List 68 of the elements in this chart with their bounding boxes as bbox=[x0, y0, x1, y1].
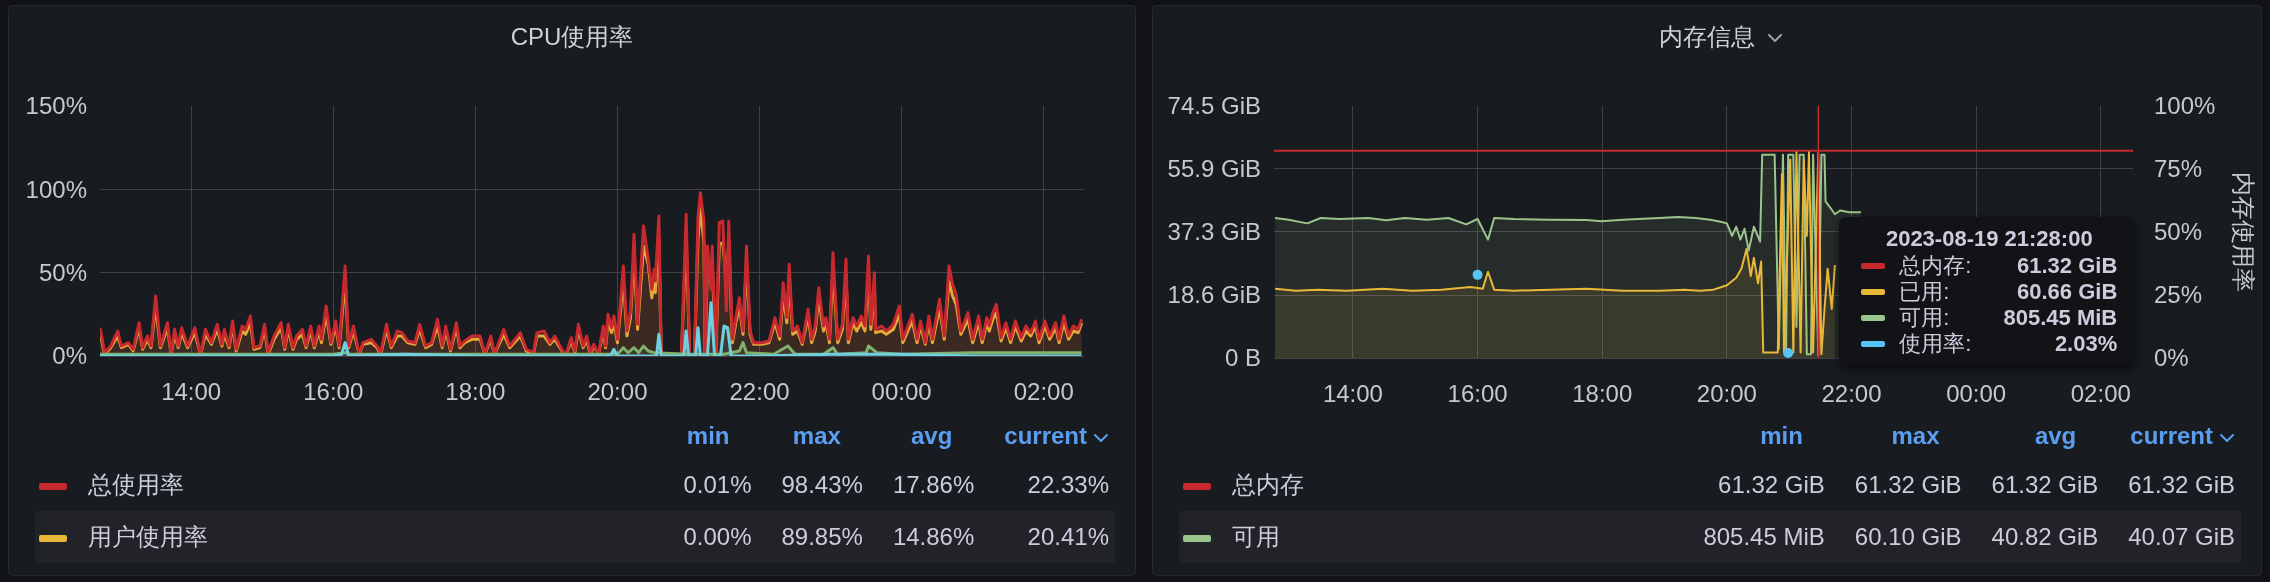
text: 0.01% bbox=[682, 470, 752, 500]
text: 40.07 GiB bbox=[2098, 511, 2241, 563]
text: 805.45 MiB bbox=[1673, 511, 1825, 563]
text: max bbox=[792, 422, 841, 449]
text: max bbox=[1891, 422, 1940, 449]
text: avg bbox=[910, 422, 953, 449]
annotation: 已用: bbox=[1899, 279, 1950, 305]
y2-axis-title: 内存使用率 bbox=[2229, 172, 2258, 292]
legend-label: 用户使用率 bbox=[88, 523, 208, 550]
x-tick-label: 20:00 bbox=[1696, 379, 1757, 407]
text: 14.86% bbox=[862, 511, 975, 563]
chart-title: CPU使用率 bbox=[510, 23, 634, 50]
text: 61.32 GiB bbox=[1990, 470, 2099, 500]
y-tick-label: 150% bbox=[25, 92, 87, 120]
text: current bbox=[1004, 422, 1087, 449]
x-tick-label: 22:00 bbox=[1821, 379, 1882, 407]
annotation: 使用率: bbox=[1899, 331, 1972, 357]
annotation: 2023-08-19 21:28:00 bbox=[1884, 225, 2094, 253]
x-tick-label: 00:00 bbox=[871, 377, 932, 405]
annotation: 60.66 GiB bbox=[2016, 279, 2118, 305]
x-tick-label: 00:00 bbox=[1946, 379, 2007, 407]
x-tick-label: 16:00 bbox=[303, 377, 364, 405]
annotation: 61.32 GiB bbox=[2016, 253, 2118, 279]
y-tick-label: 37.3 GiB bbox=[1167, 218, 1261, 246]
legend-label: 总使用率 bbox=[88, 471, 184, 498]
text: 0.00% bbox=[653, 511, 752, 563]
y-tick-label: 18.6 GiB bbox=[1167, 281, 1261, 309]
annotation: 总内存: bbox=[1899, 253, 1972, 279]
text: 61.32 GiB bbox=[1853, 470, 1962, 500]
y-tick-label: 74.5 GiB bbox=[1167, 92, 1261, 120]
text: 60.10 GiB bbox=[1824, 511, 1962, 563]
annotation: 可用: bbox=[1899, 305, 1950, 331]
y-tick-label: 55.9 GiB bbox=[1167, 155, 1261, 183]
y-tick-label: 0 B bbox=[1224, 344, 1261, 372]
text: current bbox=[2130, 422, 2213, 449]
y-tick-label: 50% bbox=[38, 259, 87, 287]
x-tick-label: 02:00 bbox=[1013, 377, 1074, 405]
y2-tick-label: 100% bbox=[2154, 92, 2216, 120]
text: 98.43% bbox=[780, 470, 863, 500]
x-tick-label: 20:00 bbox=[587, 377, 648, 405]
y-tick-label: 100% bbox=[25, 175, 87, 203]
y-tick-label: 0% bbox=[52, 342, 87, 370]
chart-title: 内存信息 bbox=[1659, 23, 1755, 50]
text: avg bbox=[2034, 422, 2077, 449]
y2-tick-label: 50% bbox=[2154, 218, 2203, 246]
x-tick-label: 14:00 bbox=[1322, 379, 1383, 407]
x-tick-label: 18:00 bbox=[1572, 379, 1633, 407]
x-tick-label: 16:00 bbox=[1447, 379, 1508, 407]
y2-tick-label: 75% bbox=[2154, 155, 2203, 183]
text: 89.85% bbox=[751, 511, 863, 563]
text: 22.33% bbox=[1026, 470, 1110, 500]
x-tick-label: 02:00 bbox=[2070, 379, 2131, 407]
x-tick-label: 18:00 bbox=[445, 377, 506, 405]
text: 17.86% bbox=[891, 470, 975, 500]
legend-label: 总内存 bbox=[1232, 471, 1304, 498]
annotation: 805.45 MiB bbox=[2003, 305, 2118, 331]
annotation: 2.03% bbox=[2054, 331, 2118, 357]
x-tick-label: 14:00 bbox=[161, 377, 222, 405]
x-tick-label: 22:00 bbox=[729, 377, 790, 405]
y2-tick-label: 0% bbox=[2154, 344, 2189, 372]
text: 40.82 GiB bbox=[1961, 511, 2099, 563]
y2-tick-label: 25% bbox=[2154, 281, 2203, 309]
text: 61.32 GiB bbox=[2127, 470, 2236, 500]
text: min bbox=[686, 422, 730, 449]
text: 61.32 GiB bbox=[1717, 470, 1825, 500]
text: min bbox=[1760, 422, 1803, 449]
legend-label: 可用 bbox=[1232, 523, 1280, 550]
text: 20.41% bbox=[974, 511, 1115, 563]
